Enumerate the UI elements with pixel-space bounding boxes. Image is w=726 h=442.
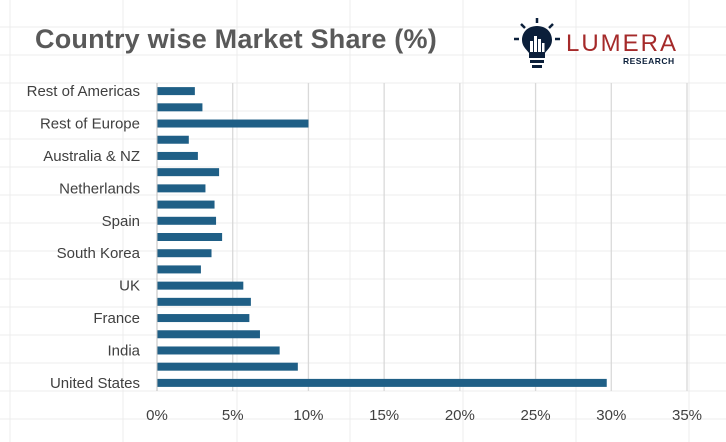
bar bbox=[157, 330, 260, 339]
bar bbox=[157, 119, 309, 128]
x-tick-label: 20% bbox=[445, 407, 475, 424]
bar bbox=[157, 135, 189, 144]
x-tick-label: 25% bbox=[521, 407, 551, 424]
bar bbox=[157, 281, 244, 290]
x-tick-label: 30% bbox=[596, 407, 626, 424]
category-label: South Korea bbox=[57, 245, 141, 262]
bar bbox=[157, 362, 298, 371]
x-tick-label: 35% bbox=[672, 407, 702, 424]
category-label: France bbox=[93, 310, 140, 327]
x-tick-label: 0% bbox=[146, 407, 168, 424]
bar bbox=[157, 184, 206, 193]
bar bbox=[157, 233, 223, 241]
category-label: Netherlands bbox=[59, 180, 140, 197]
bar bbox=[157, 297, 251, 306]
bar bbox=[157, 168, 220, 177]
x-tick-label: 10% bbox=[293, 407, 323, 424]
bar bbox=[157, 314, 250, 323]
x-tick-label: 5% bbox=[222, 407, 244, 424]
bar bbox=[157, 87, 195, 96]
category-label: Spain bbox=[102, 213, 140, 230]
bar bbox=[157, 103, 203, 112]
logo-tagline: RESEARCH bbox=[623, 56, 675, 66]
chart-title: Country wise Market Share (%) bbox=[35, 24, 437, 54]
category-label: Rest of Americas bbox=[27, 83, 140, 100]
category-label: India bbox=[107, 342, 140, 359]
lightbulb-city-icon bbox=[514, 18, 560, 68]
category-label: UK bbox=[119, 278, 140, 295]
bar bbox=[157, 346, 280, 355]
logo: LUMERA RESEARCH bbox=[514, 18, 678, 68]
bar bbox=[157, 265, 201, 274]
category-label: United States bbox=[50, 375, 140, 392]
category-label: Australia & NZ bbox=[43, 148, 140, 165]
logo-brand: LUMERA bbox=[566, 30, 678, 57]
category-label: Rest of Europe bbox=[40, 116, 140, 133]
x-tick-label: 15% bbox=[369, 407, 399, 424]
bar bbox=[157, 249, 212, 258]
bar bbox=[157, 151, 198, 160]
bar bbox=[157, 378, 607, 387]
bar bbox=[157, 200, 215, 209]
bar bbox=[157, 216, 217, 225]
